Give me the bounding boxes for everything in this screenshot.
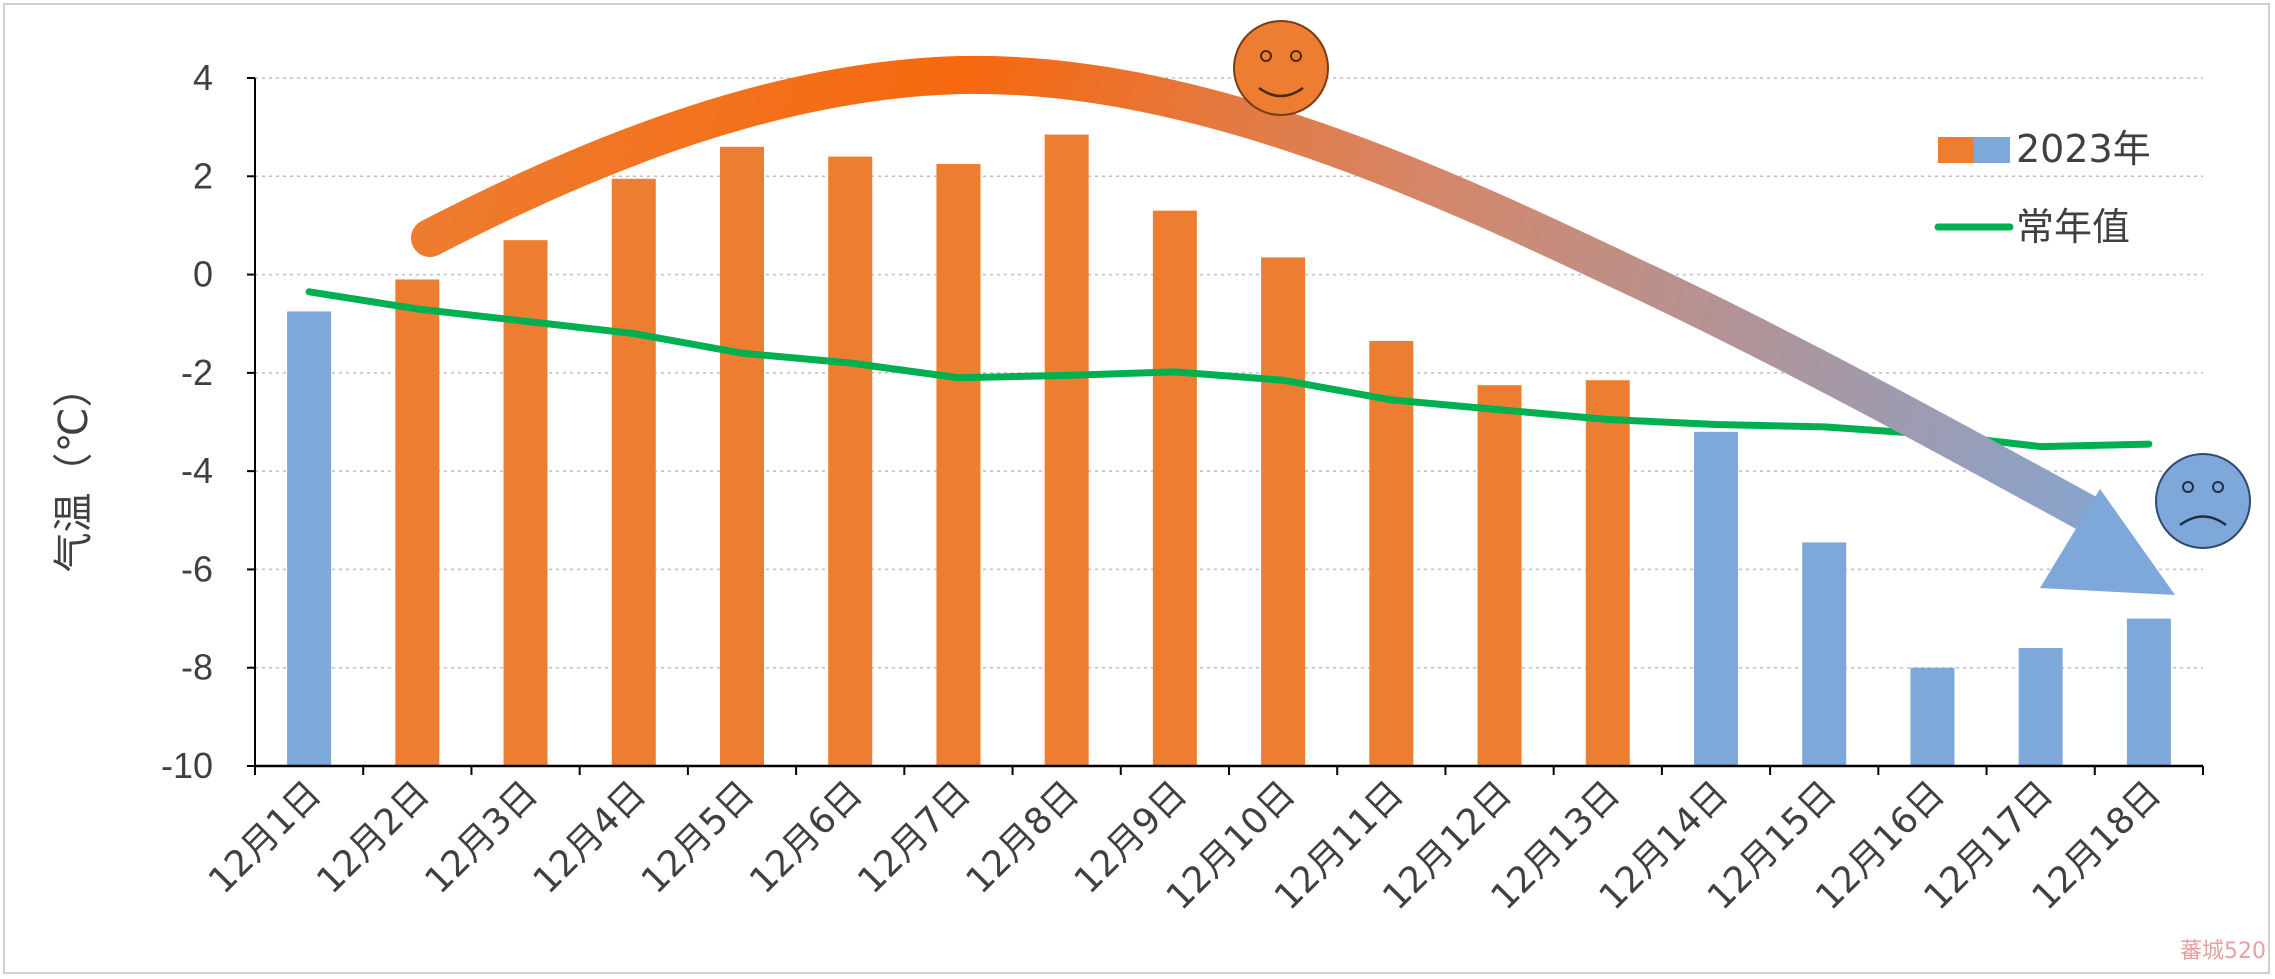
y-tick-label: -8 <box>181 647 213 688</box>
y-tick-label: 2 <box>193 155 213 196</box>
x-tick-label: 12月3日 <box>417 773 545 901</box>
x-tick-label: 12月5日 <box>634 773 762 901</box>
bar <box>2018 648 2063 766</box>
trend-arrow <box>411 55 2175 595</box>
happy-face-icon <box>1233 20 1329 116</box>
bar <box>2126 618 2171 766</box>
axes <box>247 77 2204 775</box>
watermark: 蕃城520 <box>2180 939 2266 964</box>
bar-series <box>287 134 2171 767</box>
legend-swatch-warm <box>1938 137 1974 163</box>
normal-line-series <box>305 288 2153 451</box>
x-tick-label: 12月7日 <box>850 773 978 901</box>
bar <box>287 311 332 766</box>
y-tick-label: -4 <box>181 450 213 491</box>
legend-label-normal: 常年值 <box>2016 205 2130 249</box>
chart-frame <box>3 3 2270 974</box>
legend-swatch-cold <box>1974 137 2010 163</box>
bar <box>1044 134 1089 766</box>
bar <box>936 164 981 766</box>
legend: 2023年 常年值 <box>1934 127 2151 249</box>
bar <box>1910 667 1955 766</box>
bar <box>611 178 656 766</box>
y-tick-label: -6 <box>181 548 213 589</box>
bar <box>828 156 873 767</box>
y-tick-label: 4 <box>193 57 213 98</box>
bar <box>395 279 440 766</box>
bar <box>1694 431 1738 766</box>
bar <box>1585 380 1630 766</box>
x-tick-label: 12月2日 <box>309 773 437 901</box>
bar <box>1152 210 1197 766</box>
y-tick-label: 0 <box>193 254 213 295</box>
bar <box>1802 542 1847 766</box>
y-tick-label: -10 <box>161 745 213 786</box>
x-tick-label: 12月6日 <box>742 773 870 901</box>
x-tick-label: 12月8日 <box>959 773 1087 901</box>
x-tick-label: 12月4日 <box>526 773 654 901</box>
legend-label-2023: 2023年 <box>2016 127 2151 171</box>
y-tick-labels: 4 2 0 -2 -4 -6 -8 -10 <box>161 57 213 786</box>
x-tick-label: 12月1日 <box>201 773 329 901</box>
y-tick-label: -2 <box>181 352 213 393</box>
x-tick-labels: 12月1日12月2日12月3日12月4日12月5日12月6日12月7日12月8日… <box>201 773 2169 918</box>
bar <box>1261 257 1306 766</box>
bar <box>1369 340 1414 766</box>
bar <box>503 240 548 766</box>
y-axis-title: 气温（℃） <box>51 368 97 573</box>
normal-line <box>305 288 2153 451</box>
bar <box>720 146 764 767</box>
sad-face-icon <box>2155 453 2251 549</box>
bar <box>1477 385 1522 766</box>
